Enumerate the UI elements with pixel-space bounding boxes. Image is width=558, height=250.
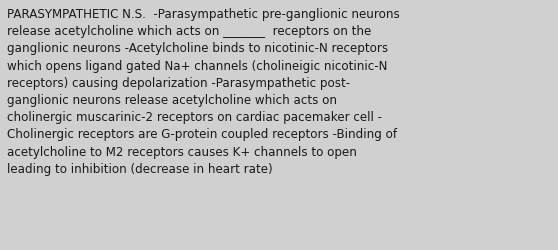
Text: PARASYMPATHETIC N.S.  -Parasympathetic pre-ganglionic neurons
release acetylchol: PARASYMPATHETIC N.S. -Parasympathetic pr… — [7, 8, 400, 175]
